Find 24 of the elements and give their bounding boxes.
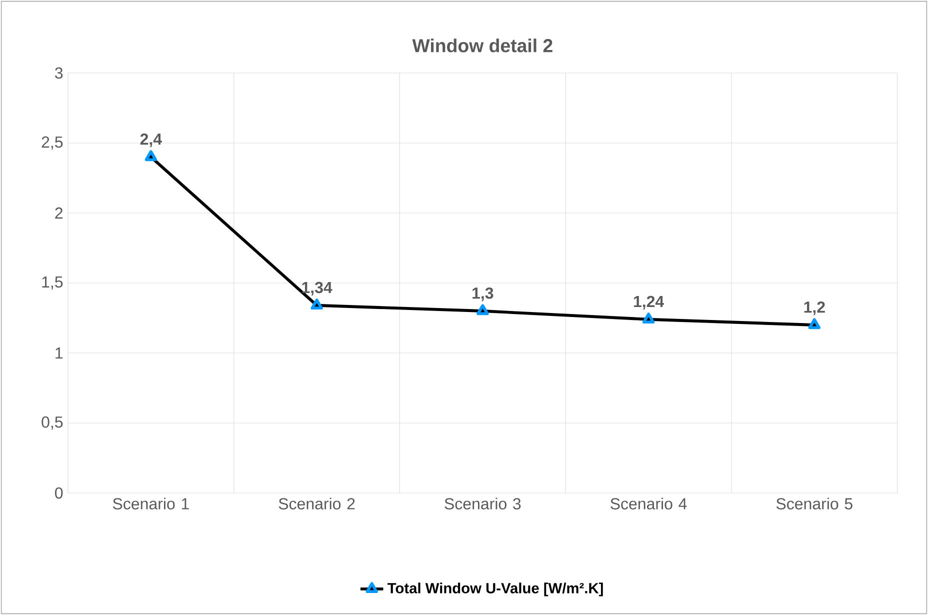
- point: [808, 318, 820, 330]
- x-tick-label: Scenario 4: [610, 498, 687, 510]
- point: [310, 298, 323, 310]
- data-label: 1,24: [634, 296, 664, 310]
- point: [476, 304, 489, 316]
- point: [642, 312, 655, 324]
- y-tick-label: 1,5: [42, 276, 63, 290]
- x-tick-label: Scenario 2: [278, 498, 355, 510]
- data-label: 1,34: [302, 282, 332, 296]
- y-tick-label: 3: [55, 67, 63, 79]
- legend-label: Total Window U-Value [W/m².K]: [388, 582, 603, 596]
- point: [144, 150, 158, 162]
- y-tick-label: 0,5: [42, 416, 63, 430]
- x-tick-label: Scenario 5: [776, 498, 852, 510]
- data-label: 2,4: [140, 133, 162, 148]
- data-label: 1,3: [472, 287, 494, 302]
- x-tick-label: Scenario 1: [112, 498, 189, 510]
- y-tick-label: 0: [55, 487, 63, 499]
- y-tick-label: 2: [55, 207, 62, 219]
- data-label: 1,2: [804, 301, 825, 316]
- y-tick-label: 2,5: [42, 136, 63, 150]
- y-tick-label: 1: [56, 348, 63, 359]
- x-tick-label: Scenario 3: [444, 498, 521, 510]
- chart-title: Window detail 2: [412, 38, 552, 52]
